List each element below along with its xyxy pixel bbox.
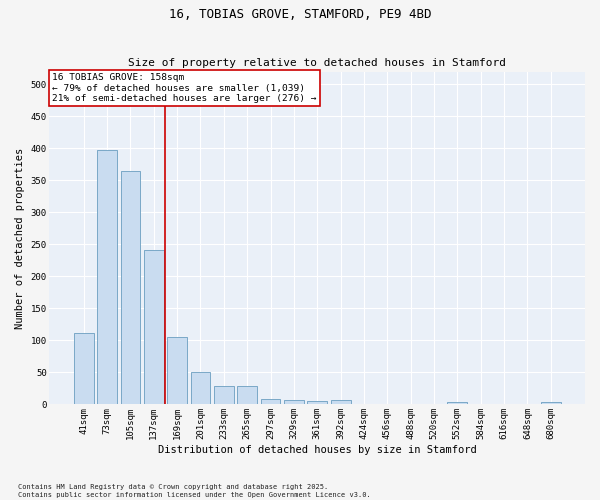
Bar: [448, 402, 467, 404]
Y-axis label: Number of detached properties: Number of detached properties: [15, 148, 25, 328]
Bar: [284, 400, 304, 404]
Bar: [191, 372, 211, 404]
Bar: [214, 386, 234, 404]
Text: 16 TOBIAS GROVE: 158sqm
← 79% of detached houses are smaller (1,039)
21% of semi: 16 TOBIAS GROVE: 158sqm ← 79% of detache…: [52, 73, 317, 103]
Bar: [307, 401, 327, 404]
Title: Size of property relative to detached houses in Stamford: Size of property relative to detached ho…: [128, 58, 506, 68]
Bar: [144, 250, 164, 404]
Bar: [237, 386, 257, 404]
Bar: [260, 398, 280, 404]
Bar: [331, 400, 350, 404]
Bar: [97, 150, 117, 404]
Text: Contains HM Land Registry data © Crown copyright and database right 2025.
Contai: Contains HM Land Registry data © Crown c…: [18, 484, 371, 498]
Bar: [121, 171, 140, 404]
X-axis label: Distribution of detached houses by size in Stamford: Distribution of detached houses by size …: [158, 445, 476, 455]
Bar: [167, 337, 187, 404]
Bar: [74, 332, 94, 404]
Text: 16, TOBIAS GROVE, STAMFORD, PE9 4BD: 16, TOBIAS GROVE, STAMFORD, PE9 4BD: [169, 8, 431, 20]
Bar: [541, 402, 560, 404]
